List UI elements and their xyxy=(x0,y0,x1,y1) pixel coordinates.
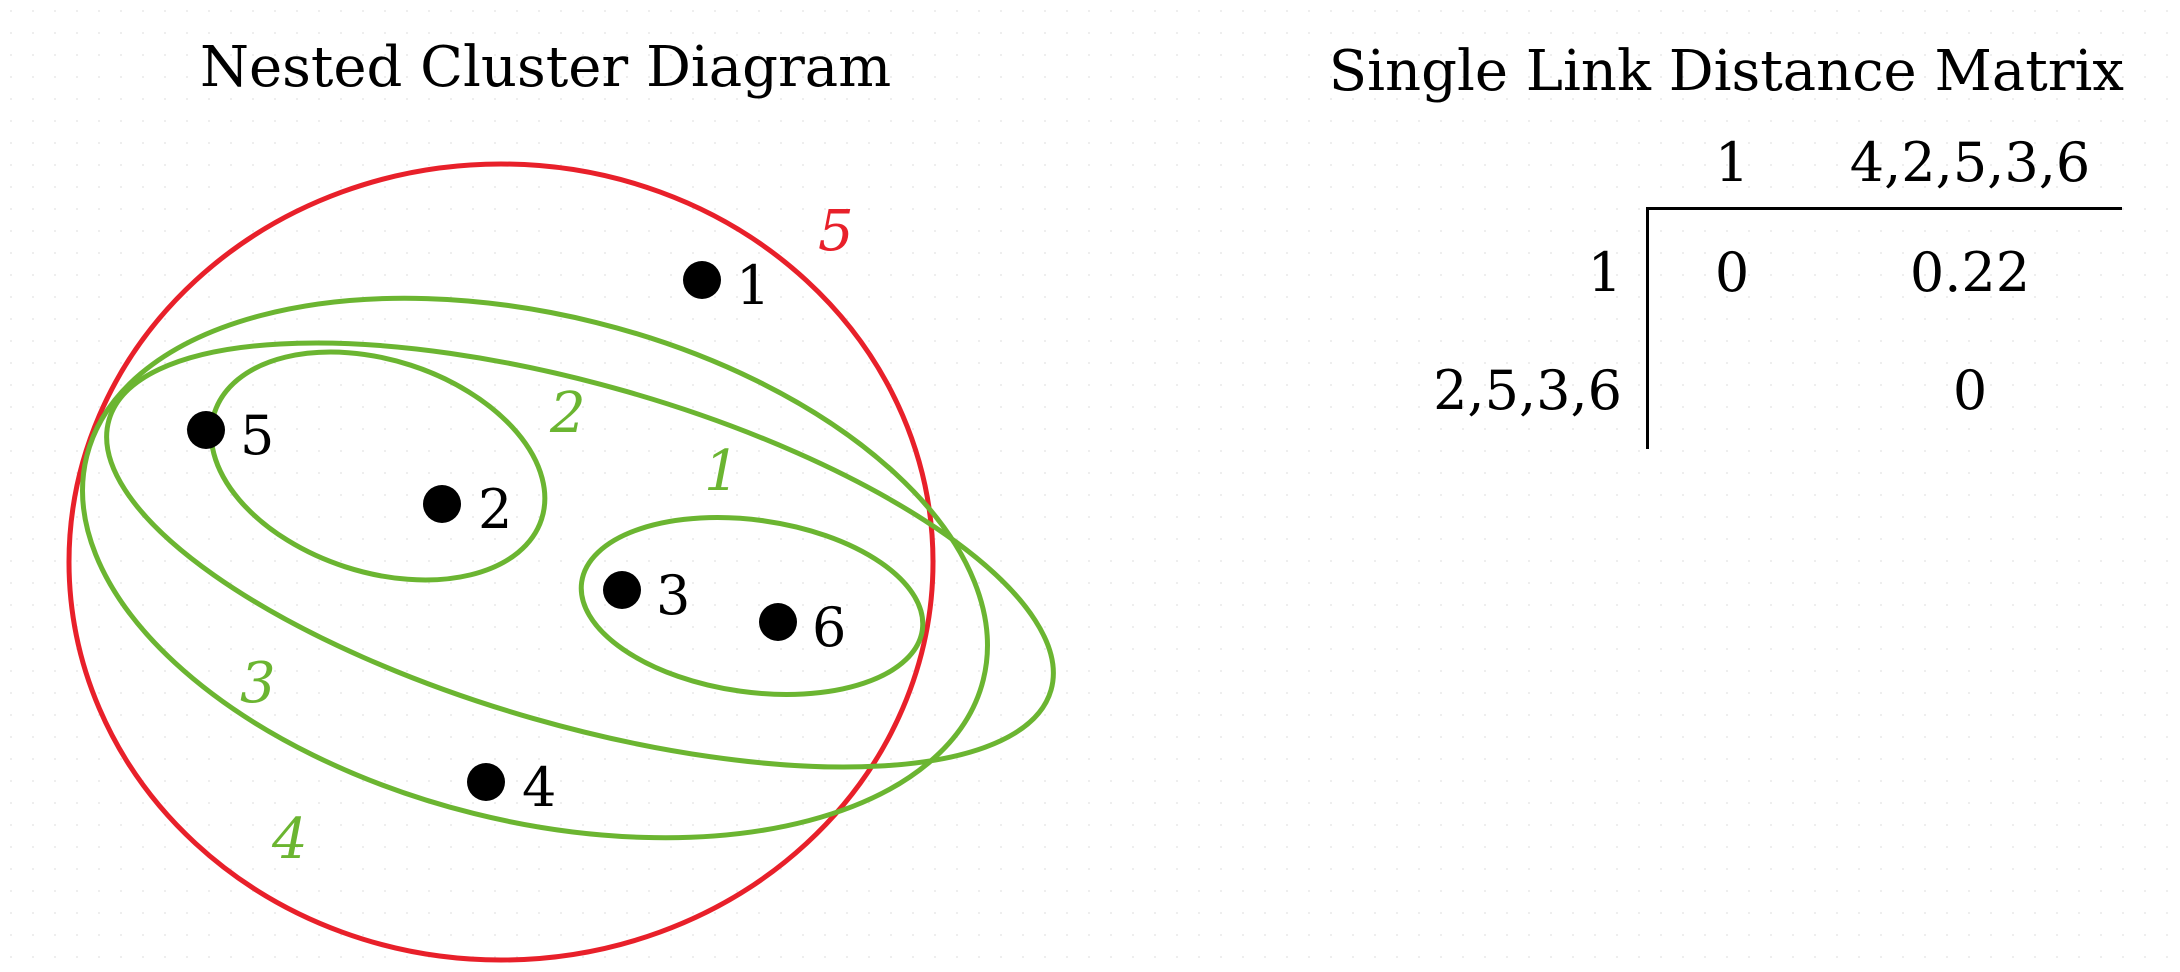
matrix-cell: 0 xyxy=(1714,241,1750,304)
point-1-dot xyxy=(683,261,721,299)
matrix-col-header: 1 xyxy=(1714,131,1750,194)
cluster-5-ellipse xyxy=(66,161,936,963)
cluster-2-ellipse xyxy=(208,349,548,583)
diagram-title: Nested Cluster Diagram xyxy=(200,35,892,100)
point-2-label: 2 xyxy=(478,478,512,541)
cluster-4-ellipse xyxy=(80,295,990,841)
matrix-col-header: 4,2,5,3,6 xyxy=(1849,131,2091,194)
point-4-dot xyxy=(467,763,505,801)
point-2-dot xyxy=(423,485,461,523)
cluster-3-ellipse xyxy=(104,340,1056,770)
point-6-dot xyxy=(759,603,797,641)
matrix-cell: 0 xyxy=(1952,359,1988,422)
cluster-label-2: 2 xyxy=(549,381,586,446)
point-1-label: 1 xyxy=(736,254,770,317)
cluster-label-1: 1 xyxy=(704,439,740,504)
matrix-title: Single Link Distance Matrix xyxy=(1328,39,2124,104)
point-5-dot xyxy=(187,411,225,449)
matrix-cell: 0.22 xyxy=(1909,241,2031,304)
cluster-label-3: 3 xyxy=(240,651,276,716)
cluster-label-5: 5 xyxy=(818,199,854,264)
matrix-header-rule xyxy=(1646,207,2122,210)
point-3-dot xyxy=(603,571,641,609)
point-4-label: 4 xyxy=(522,756,556,819)
matrix-row-header: 2,5,3,6 xyxy=(1433,359,1622,422)
point-3-label: 3 xyxy=(656,564,690,627)
cluster-label-4: 4 xyxy=(271,807,308,872)
matrix-row-header: 1 xyxy=(1587,241,1622,304)
point-5-label: 5 xyxy=(240,404,274,467)
cluster-1-ellipse xyxy=(578,515,926,697)
point-6-label: 6 xyxy=(812,596,846,659)
matrix-row-rule xyxy=(1646,207,1649,449)
